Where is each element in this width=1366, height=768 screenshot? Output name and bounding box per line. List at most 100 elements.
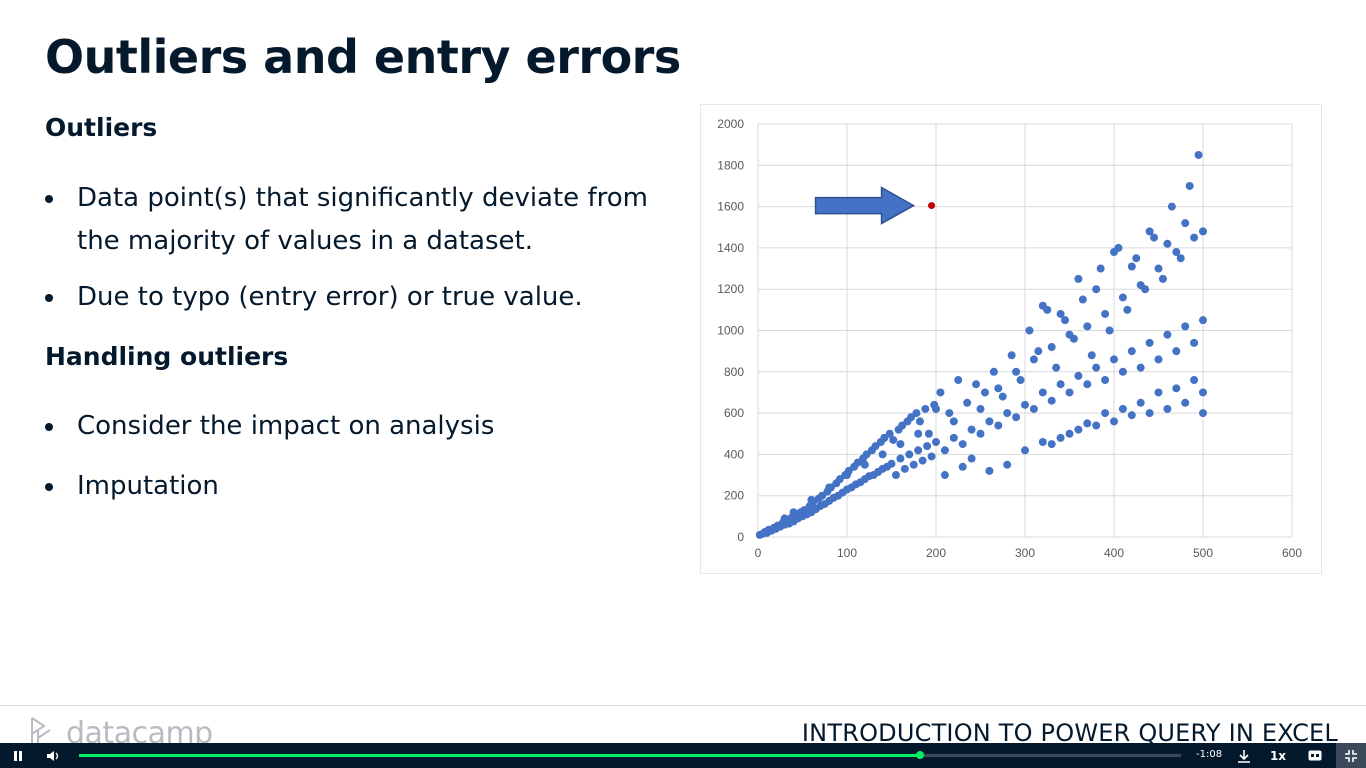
data-point <box>789 508 798 517</box>
datacamp-logo: datacamp <box>28 714 228 744</box>
data-point <box>976 429 985 438</box>
data-point <box>1136 281 1145 290</box>
data-point <box>1110 417 1118 426</box>
data-point <box>1025 326 1034 335</box>
data-point <box>1199 316 1207 325</box>
data-point <box>1172 347 1181 356</box>
y-tick-label: 1800 <box>717 158 744 172</box>
data-point <box>807 495 816 504</box>
progress-bar[interactable] <box>79 751 1181 759</box>
y-tick-label: 200 <box>724 489 744 503</box>
data-point <box>1003 409 1012 418</box>
data-point <box>945 409 954 418</box>
outlier-arrow <box>814 186 916 225</box>
x-tick-label: 100 <box>837 546 857 560</box>
x-tick-label: 200 <box>926 546 946 560</box>
captions-icon <box>1308 750 1322 761</box>
exit-fullscreen-button[interactable] <box>1336 743 1366 768</box>
data-point <box>1003 460 1012 469</box>
data-point <box>1083 322 1092 331</box>
data-point <box>1056 433 1065 442</box>
data-point <box>1185 181 1194 190</box>
data-point <box>1127 262 1136 271</box>
progress-handle[interactable] <box>915 751 924 759</box>
data-point <box>923 442 932 451</box>
y-tick-label: 0 <box>737 530 744 544</box>
download-icon <box>1238 749 1250 763</box>
exit-fullscreen-icon <box>1345 749 1357 762</box>
data-point <box>909 460 918 469</box>
data-point <box>1096 264 1105 273</box>
data-point <box>924 429 933 438</box>
x-tick-label: 500 <box>1193 546 1213 560</box>
bullet-item: Consider the impact on analysis <box>45 405 685 448</box>
volume-icon <box>47 750 59 761</box>
data-point <box>912 409 921 418</box>
data-point <box>1190 376 1199 385</box>
data-point <box>914 446 923 455</box>
data-point <box>1056 309 1065 318</box>
x-tick-label: 400 <box>1104 546 1124 560</box>
playback-speed-button[interactable]: 1x <box>1269 748 1287 763</box>
data-point <box>936 388 945 397</box>
data-point <box>1172 384 1181 393</box>
data-point <box>860 460 869 469</box>
data-point <box>885 429 894 438</box>
y-tick-label: 1400 <box>717 241 744 255</box>
data-point <box>896 440 905 449</box>
data-point <box>889 435 898 444</box>
volume-button[interactable] <box>40 743 66 768</box>
data-point <box>780 514 789 523</box>
data-point <box>1181 219 1190 228</box>
y-tick-label: 1000 <box>717 324 744 338</box>
time-remaining: -1:08 <box>1196 749 1223 760</box>
data-point <box>1083 419 1092 428</box>
outlier-point <box>928 202 936 210</box>
data-point <box>1163 404 1172 413</box>
data-point <box>915 417 924 426</box>
data-point <box>1074 371 1083 380</box>
data-point <box>1101 409 1110 418</box>
data-point <box>1194 150 1203 159</box>
data-point <box>914 429 923 438</box>
data-point <box>1038 388 1047 397</box>
y-tick-label: 600 <box>724 406 744 420</box>
data-point <box>1110 355 1118 364</box>
data-point <box>967 425 976 434</box>
data-point <box>896 454 905 463</box>
data-point <box>1145 227 1154 236</box>
x-tick-label: 600 <box>1282 546 1302 560</box>
footer-divider <box>0 705 1366 706</box>
data-point <box>967 454 976 463</box>
section-heading-outliers: Outliers <box>45 113 158 142</box>
data-point <box>1092 363 1101 372</box>
data-point <box>1176 254 1185 263</box>
data-point <box>1118 293 1127 302</box>
data-point <box>905 450 914 459</box>
download-button[interactable] <box>1233 743 1255 768</box>
data-point <box>1154 264 1163 273</box>
data-point <box>1065 429 1074 438</box>
captions-button[interactable] <box>1303 743 1327 768</box>
data-point <box>1074 274 1083 283</box>
data-point <box>989 367 998 376</box>
data-point <box>1150 233 1159 242</box>
datacamp-logo-icon <box>31 717 51 744</box>
data-point <box>1038 301 1047 310</box>
data-point <box>1158 274 1167 283</box>
data-point <box>1016 376 1025 385</box>
data-point <box>1154 388 1163 397</box>
data-point <box>1167 202 1176 211</box>
data-point <box>994 384 1003 393</box>
chart-frame <box>700 104 1322 574</box>
pause-button[interactable] <box>6 743 30 768</box>
data-point <box>1056 380 1065 389</box>
data-point <box>1163 330 1172 339</box>
data-point <box>1047 343 1056 352</box>
data-point <box>985 466 994 475</box>
data-point <box>958 440 967 449</box>
data-point <box>1199 388 1207 397</box>
data-point <box>1052 363 1061 372</box>
data-point <box>1118 367 1127 376</box>
data-point <box>1190 233 1199 242</box>
